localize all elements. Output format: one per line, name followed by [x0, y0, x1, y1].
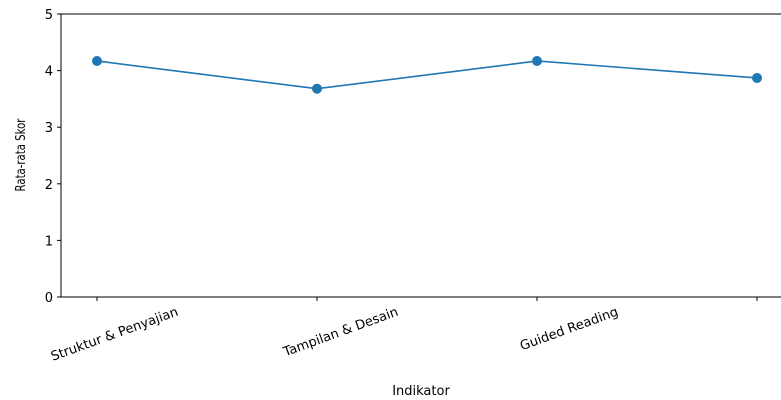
- y-tick-label: 3: [45, 121, 53, 136]
- x-tick-label: Tampilan & Desain: [280, 305, 400, 361]
- data-point: [312, 83, 322, 94]
- series: [92, 55, 762, 94]
- x-ticks: Struktur & Penyajian Tampilan & Desain Gui…: [49, 297, 758, 365]
- data-point: [92, 55, 102, 66]
- data-point: [752, 72, 762, 83]
- x-tick-label: Struktur & Penyajian: [49, 305, 180, 365]
- x-tick-label: Guided Reading: [518, 305, 620, 354]
- y-axis-label: Rata-rata Skor: [13, 118, 29, 191]
- data-point: [532, 55, 542, 66]
- y-ticks: 0 1 2 3 4 5: [45, 8, 61, 306]
- x-axis-label: Indikator: [392, 384, 450, 399]
- axes: [60, 13, 781, 298]
- y-tick-label: 4: [45, 65, 53, 80]
- y-tick-label: 0: [45, 291, 53, 306]
- series-line: [96, 60, 758, 90]
- y-tick-label: 1: [45, 234, 53, 249]
- y-tick-label: 5: [45, 8, 53, 23]
- y-tick-label: 2: [45, 178, 53, 193]
